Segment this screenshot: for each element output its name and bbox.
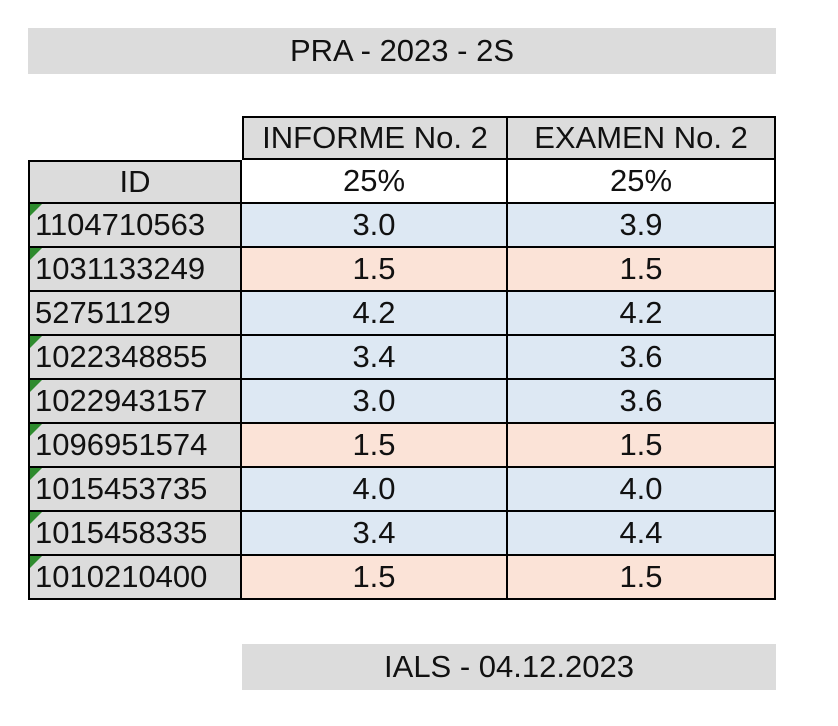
student-id-cell[interactable]: 1096951574	[28, 424, 242, 468]
student-id-cell[interactable]: 1031133249	[28, 248, 242, 292]
error-indicator-icon	[30, 468, 42, 480]
grade-cell-examen[interactable]: 3.9	[508, 204, 776, 248]
error-indicator-icon	[30, 204, 42, 216]
grade-cell-informe[interactable]: 1.5	[242, 556, 508, 600]
grade-cell-informe[interactable]: 3.0	[242, 380, 508, 424]
grade-cell-informe[interactable]: 3.4	[242, 336, 508, 380]
student-id: 52751129	[35, 295, 171, 330]
grade-cell-informe[interactable]: 1.5	[242, 248, 508, 292]
grade-cell-examen[interactable]: 3.6	[508, 380, 776, 424]
column-header-informe[interactable]: INFORME No. 2	[242, 116, 508, 160]
error-indicator-icon	[30, 336, 42, 348]
student-id: 1015458335	[35, 515, 208, 550]
table-row: 1096951574 1.5 1.5	[28, 424, 776, 468]
student-id-cell[interactable]: 1022348855	[28, 336, 242, 380]
table-row: 52751129 4.2 4.2	[28, 292, 776, 336]
table-row: 1010210400 1.5 1.5	[28, 556, 776, 600]
table-row: 1015458335 3.4 4.4	[28, 512, 776, 556]
table-row: 1022348855 3.4 3.6	[28, 336, 776, 380]
table-body: 1104710563 3.0 3.9 1031133249 1.5 1.5 52751129…	[28, 204, 776, 600]
table-row: 1104710563 3.0 3.9	[28, 204, 776, 248]
student-id-cell[interactable]: 1015458335	[28, 512, 242, 556]
grade-cell-examen[interactable]: 1.5	[508, 424, 776, 468]
weight-examen[interactable]: 25%	[508, 160, 776, 204]
error-indicator-icon	[30, 424, 42, 436]
student-id-cell[interactable]: 1010210400	[28, 556, 242, 600]
student-id: 1010210400	[35, 559, 208, 594]
student-id: 1104710563	[35, 207, 206, 242]
student-id-cell[interactable]: 1104710563	[28, 204, 242, 248]
grade-cell-informe[interactable]: 3.0	[242, 204, 508, 248]
grade-cell-examen[interactable]: 1.5	[508, 248, 776, 292]
grades-table: INFORME No. 2 EXAMEN No. 2 ID 25% 25% 11…	[28, 116, 776, 600]
empty-corner-cell	[28, 116, 242, 160]
column-header-id[interactable]: ID	[28, 160, 242, 204]
column-header-examen[interactable]: EXAMEN No. 2	[508, 116, 776, 160]
student-id-cell[interactable]: 1015453735	[28, 468, 242, 512]
page-title: PRA - 2023 - 2S	[28, 28, 776, 74]
weight-row: ID 25% 25%	[28, 160, 776, 204]
weight-informe[interactable]: 25%	[242, 160, 508, 204]
grade-cell-examen[interactable]: 1.5	[508, 556, 776, 600]
grade-cell-informe[interactable]: 4.2	[242, 292, 508, 336]
error-indicator-icon	[30, 248, 42, 260]
student-id: 1015453735	[35, 471, 208, 506]
student-id-cell[interactable]: 1022943157	[28, 380, 242, 424]
header-row: INFORME No. 2 EXAMEN No. 2	[28, 116, 776, 160]
student-id-cell[interactable]: 52751129	[28, 292, 242, 336]
grade-cell-informe[interactable]: 1.5	[242, 424, 508, 468]
footer-label: IALS - 04.12.2023	[242, 644, 776, 690]
grade-cell-informe[interactable]: 4.0	[242, 468, 508, 512]
student-id: 1022348855	[35, 339, 208, 374]
grade-cell-examen[interactable]: 4.4	[508, 512, 776, 556]
error-indicator-icon	[30, 512, 42, 524]
grade-cell-examen[interactable]: 4.0	[508, 468, 776, 512]
student-id: 1022943157	[35, 383, 208, 418]
error-indicator-icon	[30, 380, 42, 392]
student-id: 1096951574	[35, 427, 208, 462]
table-row: 1015453735 4.0 4.0	[28, 468, 776, 512]
table-row: 1022943157 3.0 3.6	[28, 380, 776, 424]
error-indicator-icon	[30, 556, 42, 568]
grade-cell-examen[interactable]: 4.2	[508, 292, 776, 336]
student-id: 1031133249	[35, 251, 206, 286]
grade-cell-examen[interactable]: 3.6	[508, 336, 776, 380]
grade-cell-informe[interactable]: 3.4	[242, 512, 508, 556]
table-row: 1031133249 1.5 1.5	[28, 248, 776, 292]
